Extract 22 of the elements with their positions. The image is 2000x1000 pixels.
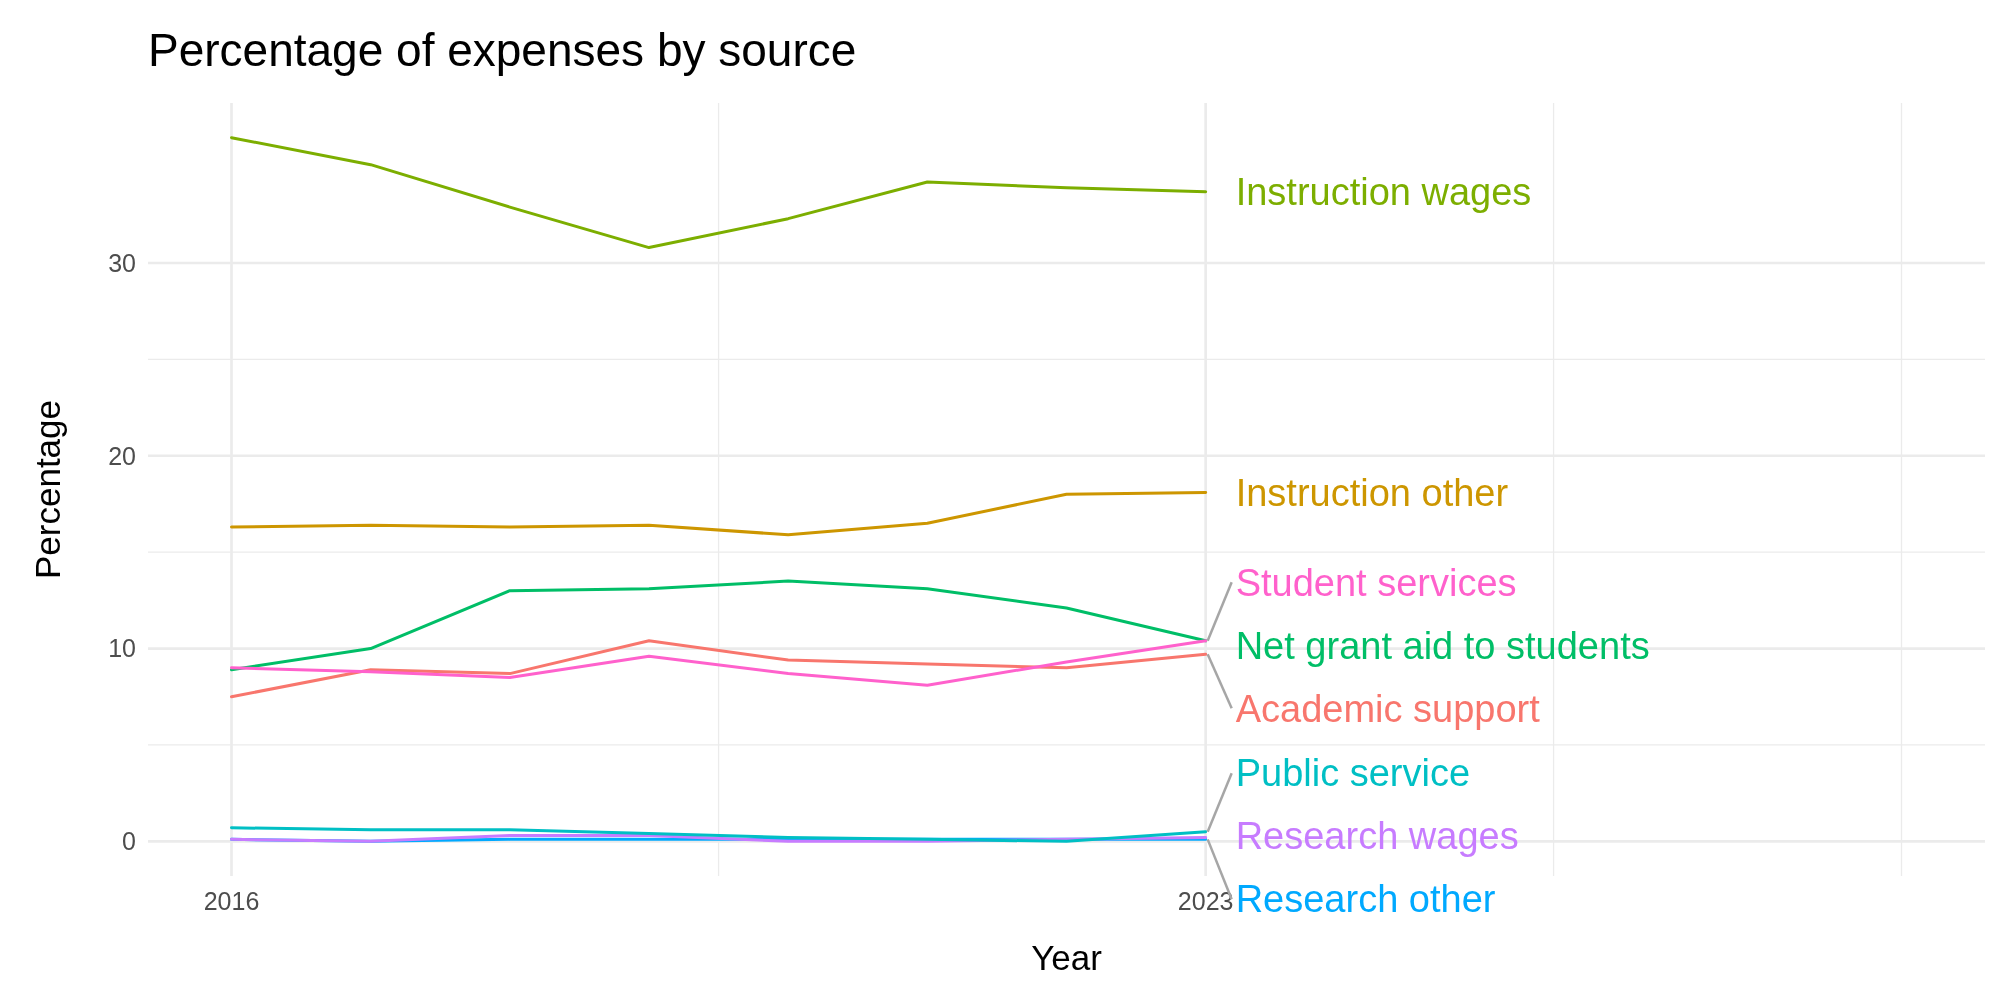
y-tick-label: 0: [122, 827, 136, 856]
series-label: Academic support: [1235, 687, 1541, 730]
series-label: Instruction other: [1235, 471, 1509, 514]
x-tick-label: 2023: [1177, 887, 1234, 915]
x-tick-label: 2016: [203, 887, 260, 915]
x-axis-title: Year: [1031, 938, 1103, 977]
series-label: Research wages: [1235, 815, 1519, 858]
y-tick-label: 10: [108, 634, 136, 663]
line-series: [230, 490, 1208, 537]
line-series: [230, 136, 1208, 250]
series-label: Net grant aid to students: [1235, 624, 1650, 667]
series-label: Student services: [1235, 561, 1517, 604]
line-series: [230, 826, 1208, 843]
line-series: [230, 639, 1208, 687]
series-label: Public service: [1235, 752, 1471, 795]
y-tick-label: 30: [108, 248, 136, 277]
series-label: Instruction wages: [1235, 170, 1532, 213]
line-series: [230, 639, 1208, 699]
chart-title: Percentage of expenses by source: [148, 24, 857, 76]
series-label: Research other: [1235, 878, 1496, 921]
y-tick-label: 20: [108, 441, 136, 470]
y-axis-title: Percentage: [28, 399, 67, 580]
